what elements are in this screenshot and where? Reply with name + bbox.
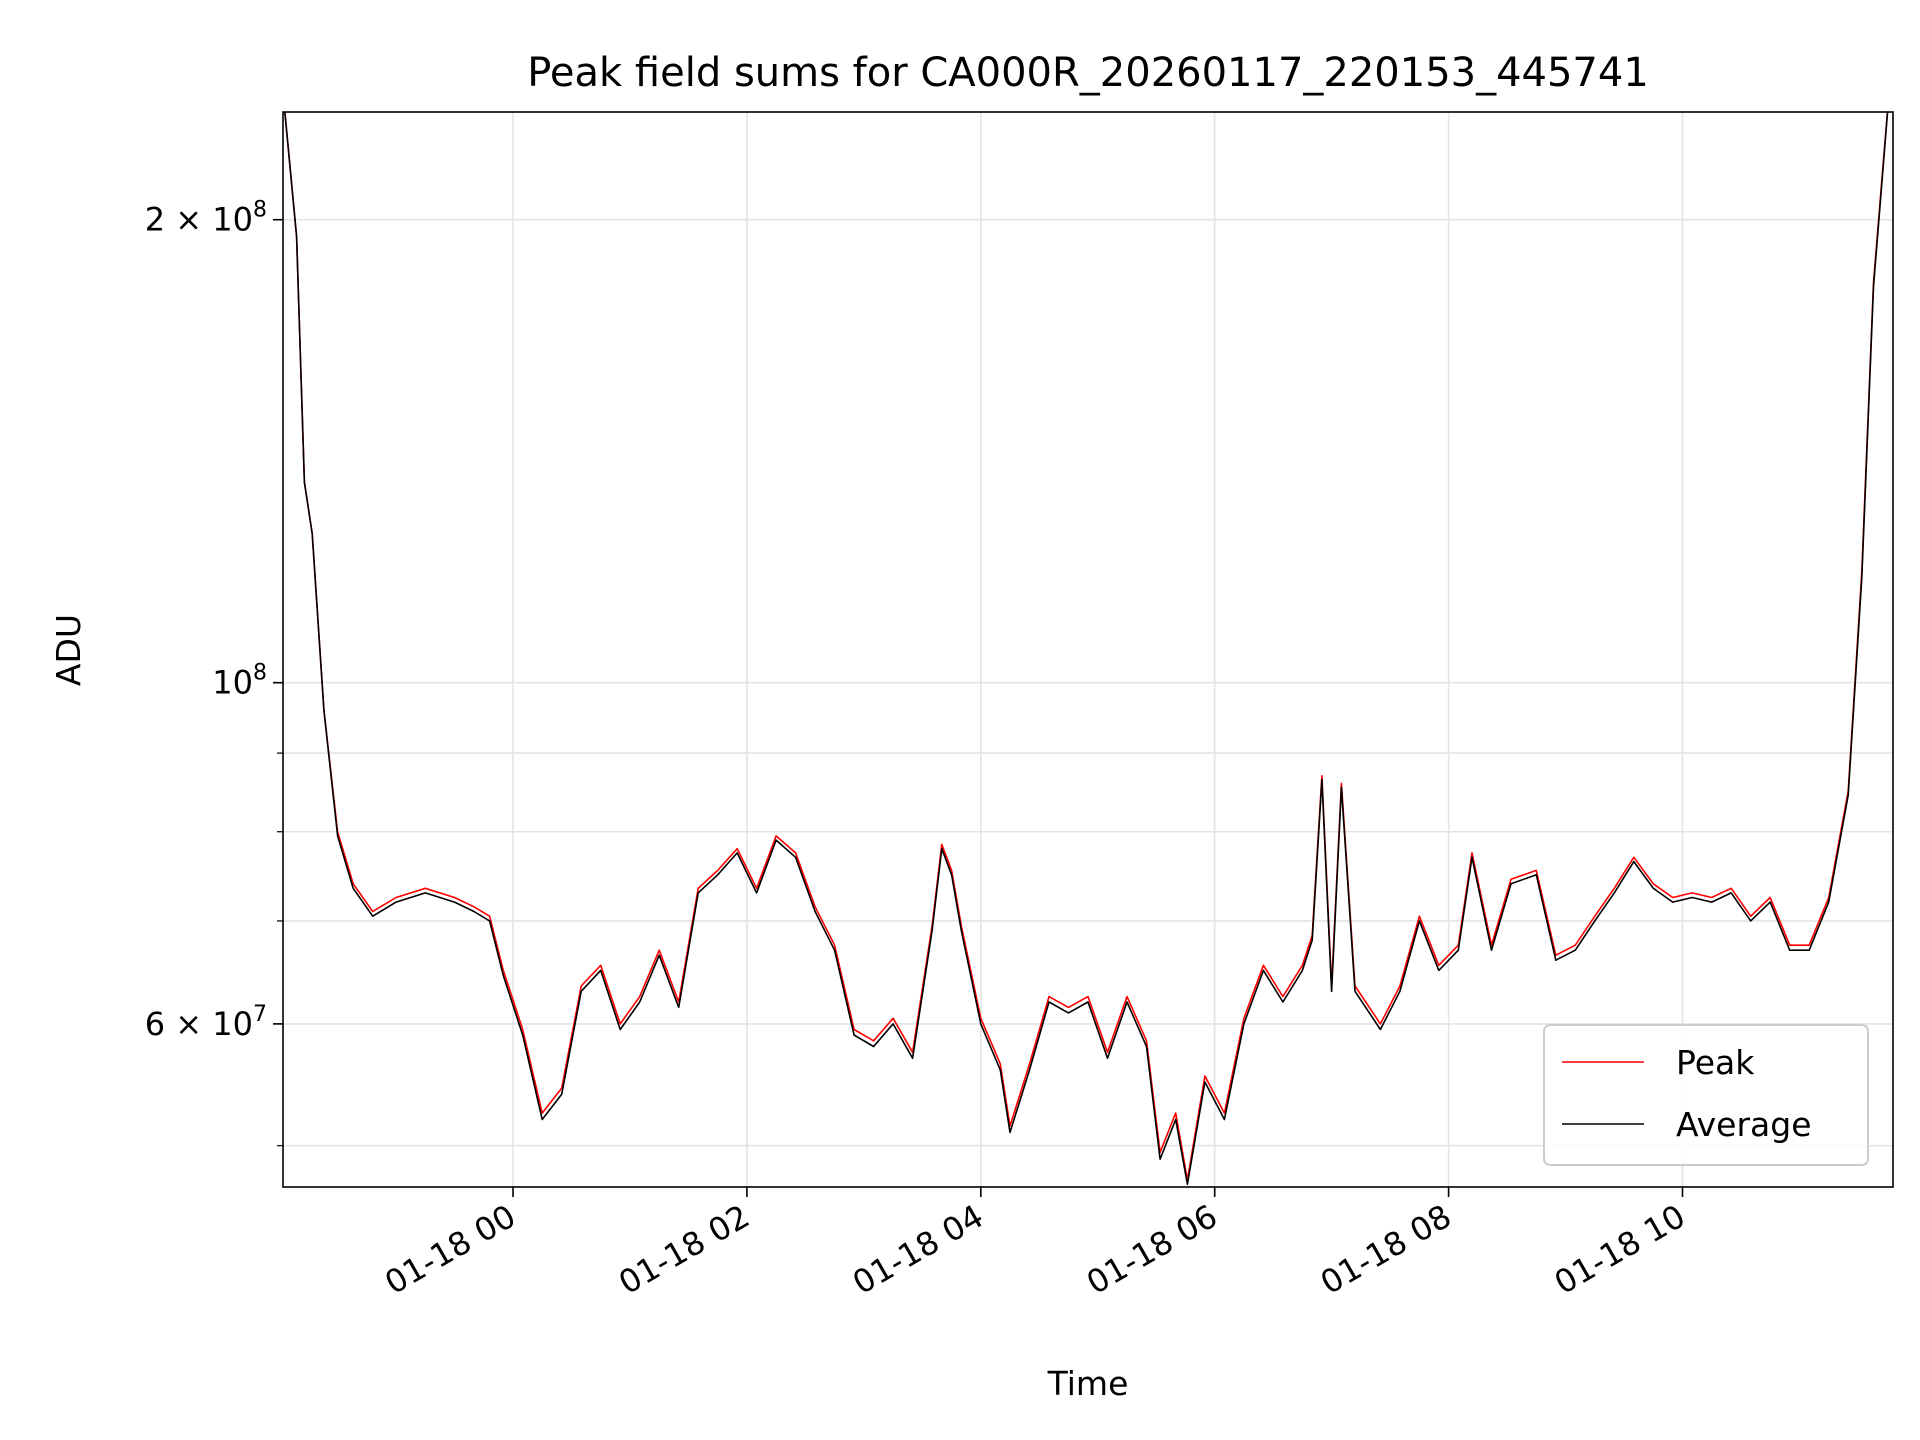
legend-label-peak: Peak (1676, 1043, 1755, 1082)
y-tick-label: 2 × 108 (145, 198, 267, 239)
legend-box (1543, 1024, 1869, 1166)
y-tick-label: 6 × 107 (145, 1002, 267, 1043)
x-axis-label: Time (1047, 1364, 1129, 1403)
series-layer (284, 112, 1889, 1185)
y-tick-label: 108 (212, 661, 267, 702)
legend-label-average: Average (1676, 1105, 1812, 1144)
chart-title: Peak field sums for CA000R_20260117_2201… (527, 50, 1649, 96)
series-line-average (284, 112, 1889, 1185)
legend: Peak Average (1543, 1024, 1869, 1166)
y-axis-label: ADU (49, 614, 88, 686)
plot-frame (282, 111, 1894, 1188)
grid (283, 112, 1893, 1187)
series-line-peak (284, 112, 1889, 1181)
